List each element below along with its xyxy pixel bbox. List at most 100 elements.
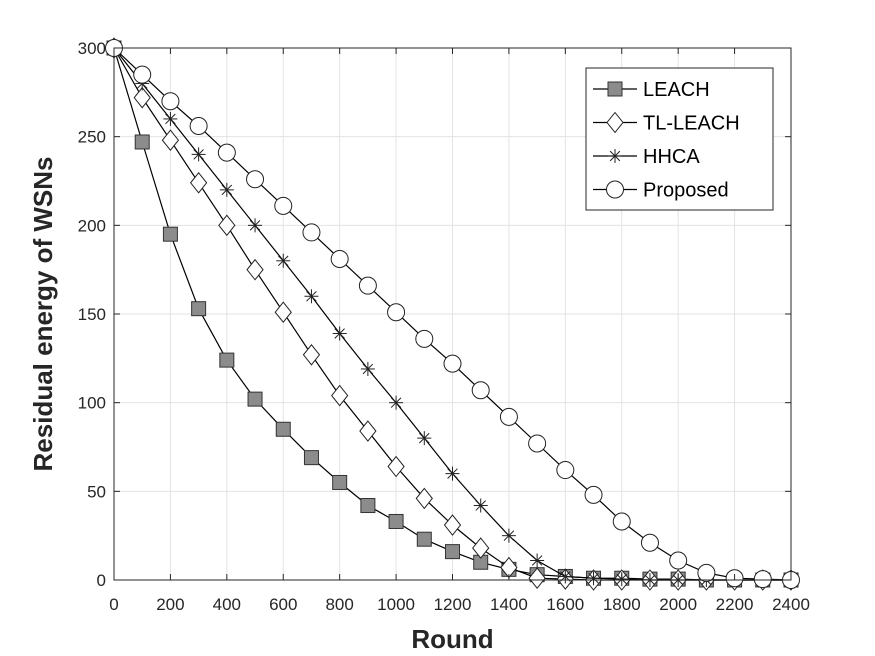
legend-marker-tl-leach (606, 111, 624, 134)
y-tick-label: 50 (87, 482, 106, 501)
data-point-hhca (586, 571, 601, 586)
legend-label: Proposed (643, 180, 729, 202)
data-point-hhca (389, 395, 404, 410)
data-point-tl-leach (331, 384, 349, 407)
data-point-proposed (189, 117, 208, 136)
data-point-proposed (669, 551, 688, 570)
data-point-tl-leach (472, 537, 490, 559)
data-point-proposed (753, 570, 772, 589)
data-point-hhca (332, 326, 347, 341)
data-point-tl-leach (528, 567, 546, 590)
legend-marker-leach (607, 81, 623, 97)
data-point-hhca (219, 182, 234, 197)
x-tick-label: 1000 (377, 595, 415, 614)
data-point-leach (388, 513, 404, 529)
data-point-proposed (415, 329, 434, 348)
data-point-leach (275, 421, 291, 437)
x-tick-label: 2400 (772, 595, 810, 614)
y-tick-label: 0 (97, 571, 106, 590)
data-point-hhca (304, 289, 319, 304)
data-point-hhca (191, 147, 206, 162)
y-tick-label: 250 (78, 128, 106, 147)
x-tick-label: 400 (213, 595, 241, 614)
data-point-proposed (443, 354, 462, 373)
data-point-proposed (528, 434, 547, 453)
data-point-proposed (387, 303, 406, 322)
x-tick-label: 1400 (490, 595, 528, 614)
data-point-leach (445, 544, 460, 560)
legend-label: LEACH (643, 79, 710, 101)
data-point-hhca (276, 253, 291, 268)
data-point-proposed (612, 512, 631, 531)
data-point-hhca (501, 528, 516, 543)
x-tick-label: 800 (325, 595, 353, 614)
legend-marker-proposed (606, 180, 624, 199)
data-point-leach (191, 301, 207, 317)
data-point-proposed (246, 170, 265, 189)
data-point-tl-leach (189, 171, 208, 194)
x-tick-label: 2000 (659, 595, 697, 614)
x-tick-label: 2200 (716, 595, 754, 614)
data-point-hhca (248, 218, 263, 233)
data-point-proposed (274, 196, 293, 215)
data-point-leach (416, 531, 432, 547)
legend-label: TL-LEACH (643, 113, 740, 135)
data-point-proposed (640, 533, 659, 552)
data-point-leach (247, 391, 263, 407)
data-point-hhca (417, 431, 432, 446)
legend: LEACH TL-LEACH HHCA Proposed (585, 67, 774, 211)
data-point-hhca (530, 553, 545, 568)
data-point-proposed (330, 250, 349, 269)
data-point-hhca (163, 111, 178, 126)
x-tick-label: 600 (269, 595, 297, 614)
data-point-proposed (217, 143, 236, 162)
data-point-leach (219, 352, 235, 368)
y-tick-label: 200 (78, 216, 106, 235)
y-tick-label: 150 (78, 305, 106, 324)
x-tick-label: 200 (156, 595, 184, 614)
data-point-tl-leach (274, 301, 292, 324)
x-tick-label: 1600 (546, 595, 584, 614)
axis-ticks: 0 200 400 600 800 1000 1200 1400 1600 1800 2000 220… (78, 39, 810, 614)
x-tick-label: 0 (109, 595, 118, 614)
data-point-proposed (499, 407, 518, 426)
data-point-leach (134, 134, 150, 150)
data-point-leach (332, 474, 348, 490)
data-point-proposed (697, 563, 716, 582)
data-point-tl-leach (359, 420, 377, 442)
data-point-tl-leach (246, 258, 264, 281)
data-point-tl-leach (443, 514, 462, 536)
data-point-proposed (556, 461, 575, 480)
data-point-hhca (445, 466, 460, 481)
data-point-leach (360, 498, 376, 514)
data-point-tl-leach (415, 487, 433, 510)
x-tick-label: 1800 (603, 595, 641, 614)
data-point-hhca (360, 361, 375, 376)
data-point-proposed (471, 381, 490, 400)
data-point-leach (303, 450, 319, 466)
data-point-proposed (133, 65, 152, 84)
series-proposed (105, 39, 800, 589)
data-point-proposed (302, 223, 321, 242)
data-point-tl-leach (218, 214, 236, 237)
data-point-tl-leach (302, 343, 321, 366)
data-point-leach (162, 226, 178, 242)
data-point-tl-leach (387, 455, 405, 478)
legend-item-leach: LEACH (593, 79, 710, 101)
legend-marker-hhca (608, 149, 622, 163)
legend-item-proposed: Proposed (593, 180, 729, 202)
x-tick-label: 1200 (434, 595, 472, 614)
legend-label: HHCA (643, 146, 700, 168)
data-point-hhca (473, 498, 488, 513)
y-tick-label: 300 (78, 39, 106, 58)
data-point-tl-leach (133, 86, 151, 109)
y-axis-title: Residual energy of WSNs (28, 157, 58, 472)
data-point-tl-leach (161, 129, 180, 152)
data-point-proposed (161, 92, 180, 111)
legend-item-hhca: HHCA (593, 146, 700, 168)
data-point-proposed (358, 276, 377, 295)
x-axis-title: Round (411, 624, 493, 654)
y-tick-label: 100 (78, 394, 106, 413)
data-point-proposed (584, 485, 603, 504)
